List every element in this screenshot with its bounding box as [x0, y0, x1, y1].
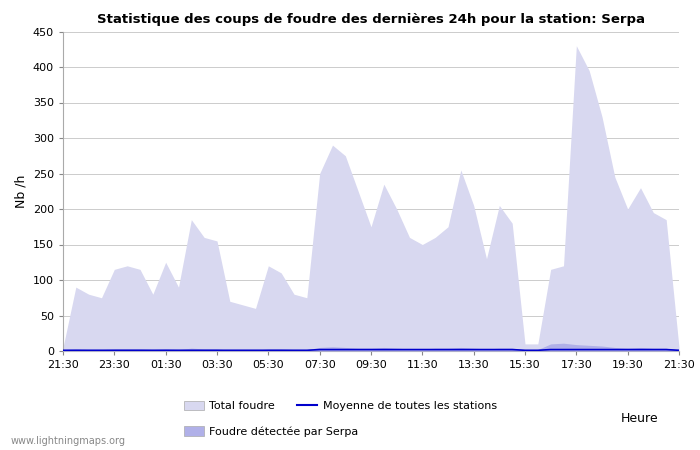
Text: Heure: Heure	[620, 412, 658, 425]
Text: www.lightningmaps.org: www.lightningmaps.org	[10, 436, 125, 446]
Title: Statistique des coups de foudre des dernières 24h pour la station: Serpa: Statistique des coups de foudre des dern…	[97, 13, 645, 26]
Y-axis label: Nb /h: Nb /h	[14, 175, 27, 208]
Legend: Foudre détectée par Serpa: Foudre détectée par Serpa	[179, 422, 363, 441]
